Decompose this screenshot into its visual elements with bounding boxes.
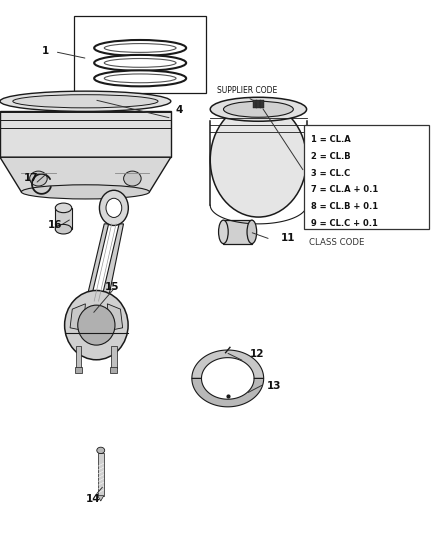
Ellipse shape [94,55,186,71]
Polygon shape [0,157,171,192]
Bar [74,16,206,93]
Ellipse shape [78,305,115,345]
Bar [110,367,117,373]
Text: 14: 14 [85,494,100,504]
Text: 1: 1 [42,46,49,56]
Ellipse shape [55,203,72,213]
Text: 7 = CL.A + 0.1: 7 = CL.A + 0.1 [311,185,378,195]
Text: CLASS CODE: CLASS CODE [309,238,364,247]
Ellipse shape [124,171,141,186]
Ellipse shape [55,224,72,234]
Text: SUPPLIER CODE: SUPPLIER CODE [217,86,277,95]
Bar [76,346,81,368]
Bar [260,100,264,108]
Ellipse shape [106,198,122,217]
Ellipse shape [94,70,186,86]
Polygon shape [107,304,123,330]
Text: 16: 16 [48,220,63,230]
Ellipse shape [104,74,176,83]
Bar [75,367,82,373]
Text: 13: 13 [267,381,282,391]
Polygon shape [70,304,85,330]
Polygon shape [223,220,252,244]
Bar [98,453,104,496]
Ellipse shape [94,40,186,56]
Bar [111,346,117,368]
Ellipse shape [21,185,149,199]
Polygon shape [85,224,109,304]
Ellipse shape [210,98,307,122]
Text: 12: 12 [250,349,264,359]
Text: 4: 4 [175,105,183,115]
Ellipse shape [30,171,47,186]
Ellipse shape [99,190,128,225]
Ellipse shape [0,91,171,111]
Ellipse shape [219,220,228,244]
Ellipse shape [104,44,176,52]
Ellipse shape [104,59,176,67]
Ellipse shape [97,447,105,454]
Bar [304,125,429,229]
Text: 9 = CL.C + 0.1: 9 = CL.C + 0.1 [311,219,378,228]
Bar [253,100,257,108]
Text: 11: 11 [280,233,295,243]
Text: 1 = CL.A: 1 = CL.A [311,135,351,144]
Polygon shape [0,111,171,157]
Ellipse shape [65,290,128,360]
Ellipse shape [13,95,158,108]
Ellipse shape [223,101,293,117]
Text: 17: 17 [24,173,39,183]
Text: 2 = CL.B: 2 = CL.B [311,152,350,161]
Polygon shape [102,224,124,304]
Ellipse shape [247,220,257,244]
Text: 15: 15 [105,282,120,293]
Polygon shape [55,208,72,229]
Polygon shape [98,496,104,501]
Polygon shape [192,350,264,378]
Polygon shape [192,378,264,407]
Ellipse shape [210,103,307,217]
Text: 8 = CL.B + 0.1: 8 = CL.B + 0.1 [311,202,378,211]
Bar [256,100,261,108]
Text: 3 = CL.C: 3 = CL.C [311,168,350,177]
